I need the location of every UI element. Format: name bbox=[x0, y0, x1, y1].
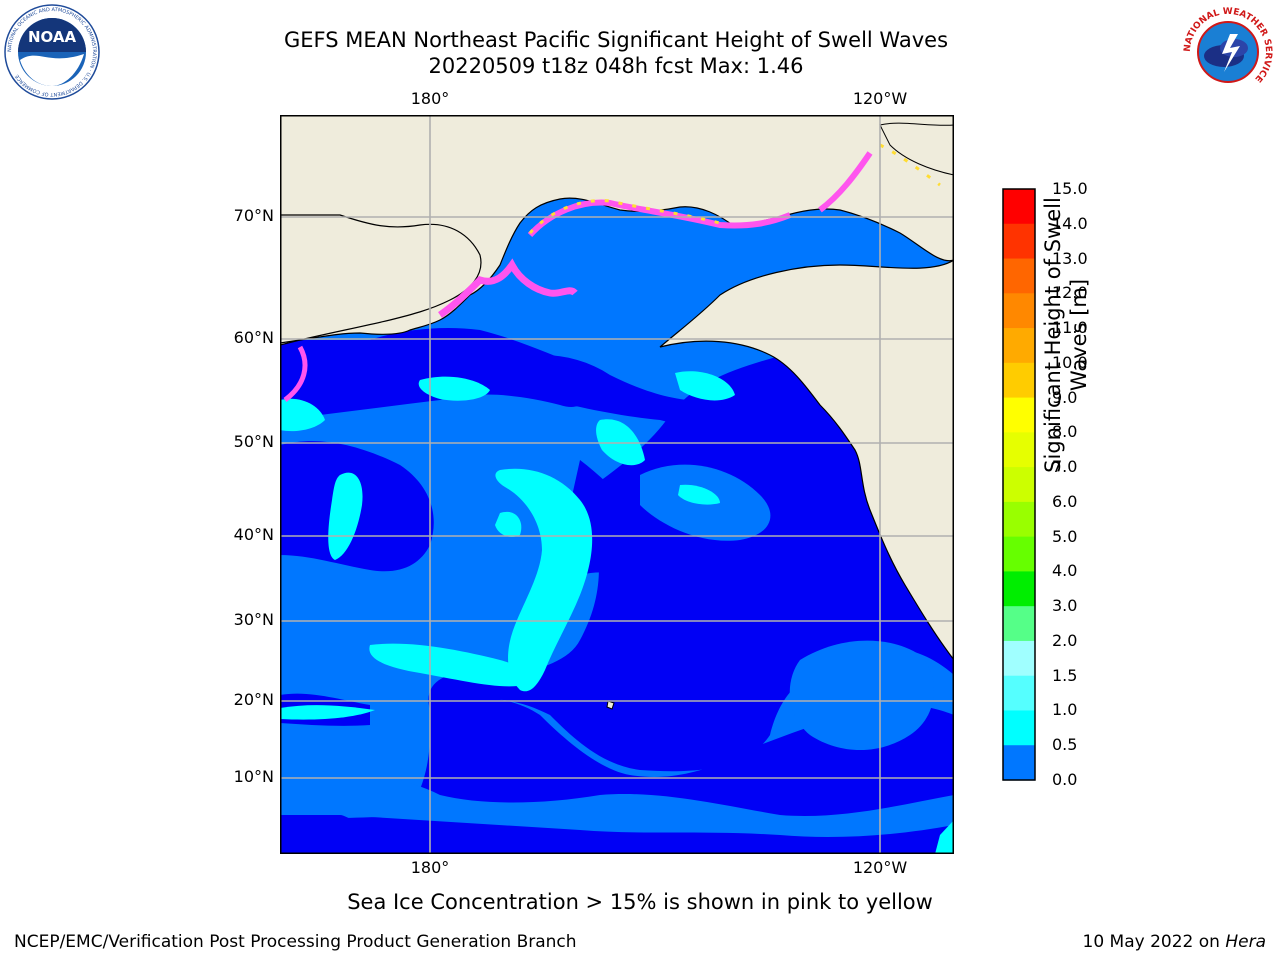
lat-label-70n: 70°N bbox=[233, 206, 274, 225]
colorbar-tick-label: 5.0 bbox=[1052, 526, 1078, 546]
colorbar-block bbox=[1003, 571, 1035, 607]
colorbar-tick-label: 0.0 bbox=[1052, 770, 1078, 789]
colorbar-block bbox=[1003, 467, 1035, 503]
high-swell-band-central bbox=[495, 468, 593, 692]
colorbar-block bbox=[1003, 745, 1035, 781]
colorbar-tick-label: 11.0 bbox=[1052, 318, 1088, 338]
colorbar-tick-label: 3.0 bbox=[1052, 596, 1078, 616]
high-swell-bering-west bbox=[280, 398, 325, 432]
colorbar-block bbox=[1003, 293, 1035, 329]
medium-swell-south-band bbox=[280, 771, 954, 837]
colorbar-tick-label: 14.0 bbox=[1052, 213, 1088, 233]
date-text: 10 May 2022 on bbox=[1082, 932, 1226, 952]
colorbar-block bbox=[1003, 640, 1035, 677]
graticule bbox=[280, 115, 954, 854]
colorbar-tick-label: 8.0 bbox=[1052, 422, 1078, 442]
colorbar-block bbox=[1003, 328, 1035, 364]
colorbar-block bbox=[1003, 536, 1035, 573]
low-swell-central bbox=[570, 460, 753, 629]
colorbar-tick-label: 1.0 bbox=[1052, 700, 1078, 720]
colorbar-tick-label: 1.5 bbox=[1052, 665, 1078, 685]
lat-label-40n: 40°N bbox=[233, 525, 274, 544]
high-swell-north bbox=[418, 376, 490, 401]
colorbar-tick-label: 12.0 bbox=[1052, 283, 1088, 303]
map-title: GEFS MEAN Northeast Pacific Significant … bbox=[283, 28, 949, 52]
lon-label-bottom-120w: 120°W bbox=[852, 858, 908, 877]
lon-label-top-120w: 120°W bbox=[852, 89, 908, 108]
colorbar-tick-label: 4.0 bbox=[1052, 561, 1078, 581]
colorbar-block bbox=[1003, 189, 1035, 225]
medium-swell-east-patch bbox=[789, 640, 934, 750]
lat-label-60n: 60°N bbox=[233, 328, 274, 347]
colorbar bbox=[1002, 188, 1036, 781]
date-line: 10 May 2022 on Hera bbox=[1083, 932, 1267, 952]
high-swell-southwest bbox=[280, 705, 375, 720]
low-swell-gulf-alaska bbox=[506, 355, 853, 505]
high-swell-band-south bbox=[369, 643, 527, 687]
arctic-islands bbox=[879, 122, 954, 176]
swell-height-map bbox=[280, 115, 954, 854]
lon-label-top-180: 180° bbox=[410, 89, 450, 108]
nws-logo: NATIONAL WEATHER SERVICE bbox=[1182, 6, 1274, 98]
colorbar-block bbox=[1003, 432, 1035, 468]
sea-ice-canadian-arctic bbox=[818, 151, 873, 213]
colorbar-label: Significant Height of Swell Waves [m] bbox=[1041, 197, 1091, 473]
high-swell-band-west bbox=[328, 472, 363, 560]
colorbar-block bbox=[1003, 710, 1035, 746]
lon-label-bottom-180: 180° bbox=[410, 858, 450, 877]
low-swell-south bbox=[280, 809, 740, 854]
colorbar-label-wrap: Significant Height of Swell Waves [m] bbox=[1036, 185, 1096, 485]
hawaii-island bbox=[606, 700, 615, 710]
forecast-subtitle: 20220509 t18z 048h fcst Max: 1.46 bbox=[428, 54, 804, 78]
colorbar-tick-label: 15.0 bbox=[1052, 179, 1088, 198]
high-swell-patch-b bbox=[678, 484, 720, 505]
colorbar-tick-label: 13.0 bbox=[1052, 248, 1088, 268]
colorbar-tick-label: 0.5 bbox=[1052, 735, 1078, 755]
colorbar-tick-label: 10.0 bbox=[1052, 352, 1088, 372]
lat-label-10n: 10°N bbox=[233, 767, 274, 786]
sea-ice-yellow-edge bbox=[528, 143, 941, 235]
colorbar-tick-label: 6.0 bbox=[1052, 491, 1078, 511]
colorbar-block bbox=[1003, 675, 1035, 712]
host-name: Hera bbox=[1225, 932, 1266, 952]
high-swell-aleutian-east bbox=[675, 371, 735, 401]
sea-ice-siberia-west bbox=[283, 345, 308, 402]
colorbar-block bbox=[1003, 258, 1035, 294]
credit-line: NCEP/EMC/Verification Post Processing Pr… bbox=[14, 932, 577, 952]
colorbar-tick-label: 9.0 bbox=[1052, 387, 1078, 407]
colorbar-block bbox=[1003, 362, 1035, 399]
lat-label-20n: 20°N bbox=[233, 690, 274, 709]
lat-label-30n: 30°N bbox=[233, 610, 274, 629]
high-swell-patch-a bbox=[495, 511, 522, 537]
colorbar-tick-label: 7.0 bbox=[1052, 457, 1078, 477]
colorbar-block bbox=[1003, 501, 1035, 538]
colorbar-block bbox=[1003, 606, 1035, 642]
sea-ice-footnote: Sea Ice Concentration > 15% is shown in … bbox=[347, 890, 933, 914]
colorbar-block bbox=[1003, 397, 1035, 433]
colorbar-tick-label: 2.0 bbox=[1052, 630, 1078, 650]
sea-ice-north-alaska bbox=[527, 199, 792, 238]
low-swell-bering bbox=[280, 328, 591, 425]
sea-ice-bering-strait bbox=[438, 258, 578, 318]
high-swell-corner-se bbox=[935, 820, 954, 854]
map-frame bbox=[280, 115, 954, 854]
colorbar-block bbox=[1003, 223, 1035, 260]
noaa-logo: NOAA NATIONAL OCEANIC AND ATMOSPHERIC AD… bbox=[4, 4, 100, 100]
lat-label-50n: 50°N bbox=[233, 432, 274, 451]
noaa-logo-text: NOAA bbox=[28, 28, 77, 46]
